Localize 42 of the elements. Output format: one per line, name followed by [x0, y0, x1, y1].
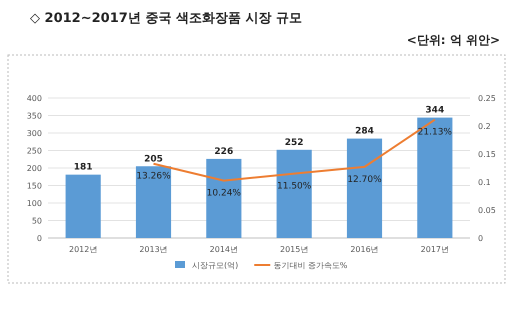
data-label: 205 — [144, 154, 163, 164]
bar — [346, 138, 382, 238]
data-label: 181 — [74, 162, 93, 173]
x-tick-label: 2016년 — [350, 245, 379, 254]
x-tick-label: 2017년 — [420, 245, 450, 254]
data-label: 226 — [214, 146, 234, 157]
y2-tick-label: 0.05 — [478, 206, 496, 215]
y2-tick-label: 0.15 — [478, 150, 496, 159]
data-label: 10.24% — [206, 188, 242, 199]
y2-tick-label: 0.2 — [478, 122, 491, 131]
legend-label: 시장규모(억) — [192, 261, 238, 270]
legend-label: 동기대비 증가속도% — [273, 261, 348, 270]
bar — [136, 166, 172, 238]
y-tick-label: 50 — [32, 216, 42, 226]
x-tick-label: 2015년 — [280, 245, 308, 254]
chart-title: ◇ 2012~2017년 중국 색조화장품 시장 규모 — [30, 11, 302, 26]
chart-subtitle: <단위: 억 위안> — [406, 33, 500, 47]
bar — [66, 174, 101, 238]
data-label: 284 — [355, 126, 374, 137]
x-tick-label: 2014년 — [210, 245, 238, 254]
y-tick-label: 400 — [26, 94, 42, 103]
bar — [417, 118, 452, 238]
y-tick-label: 150 — [26, 182, 42, 190]
x-tick-label: 2013년 — [139, 245, 168, 254]
data-label: 13.26% — [136, 172, 172, 182]
bar — [276, 150, 312, 238]
y-tick-label: 100 — [26, 199, 42, 208]
data-label: 344 — [425, 106, 444, 116]
y-tick-label: 0 — [36, 234, 42, 243]
data-label: 11.50% — [277, 182, 312, 192]
bar — [206, 158, 242, 238]
y-tick-label: 350 — [26, 112, 42, 120]
y-tick-label: 300 — [26, 129, 42, 138]
y-tick-label: 200 — [26, 164, 42, 173]
y2-tick-label: 0.25 — [478, 94, 496, 103]
x-tick-label: 2012년 — [68, 245, 98, 254]
data-label: 21.13% — [418, 128, 452, 138]
y2-tick-label: 0.1 — [478, 178, 491, 187]
data-label: 12.70% — [347, 174, 382, 185]
y-tick-label: 250 — [26, 146, 42, 156]
data-label: 252 — [284, 138, 304, 148]
y2-tick-label: 0 — [478, 234, 484, 243]
